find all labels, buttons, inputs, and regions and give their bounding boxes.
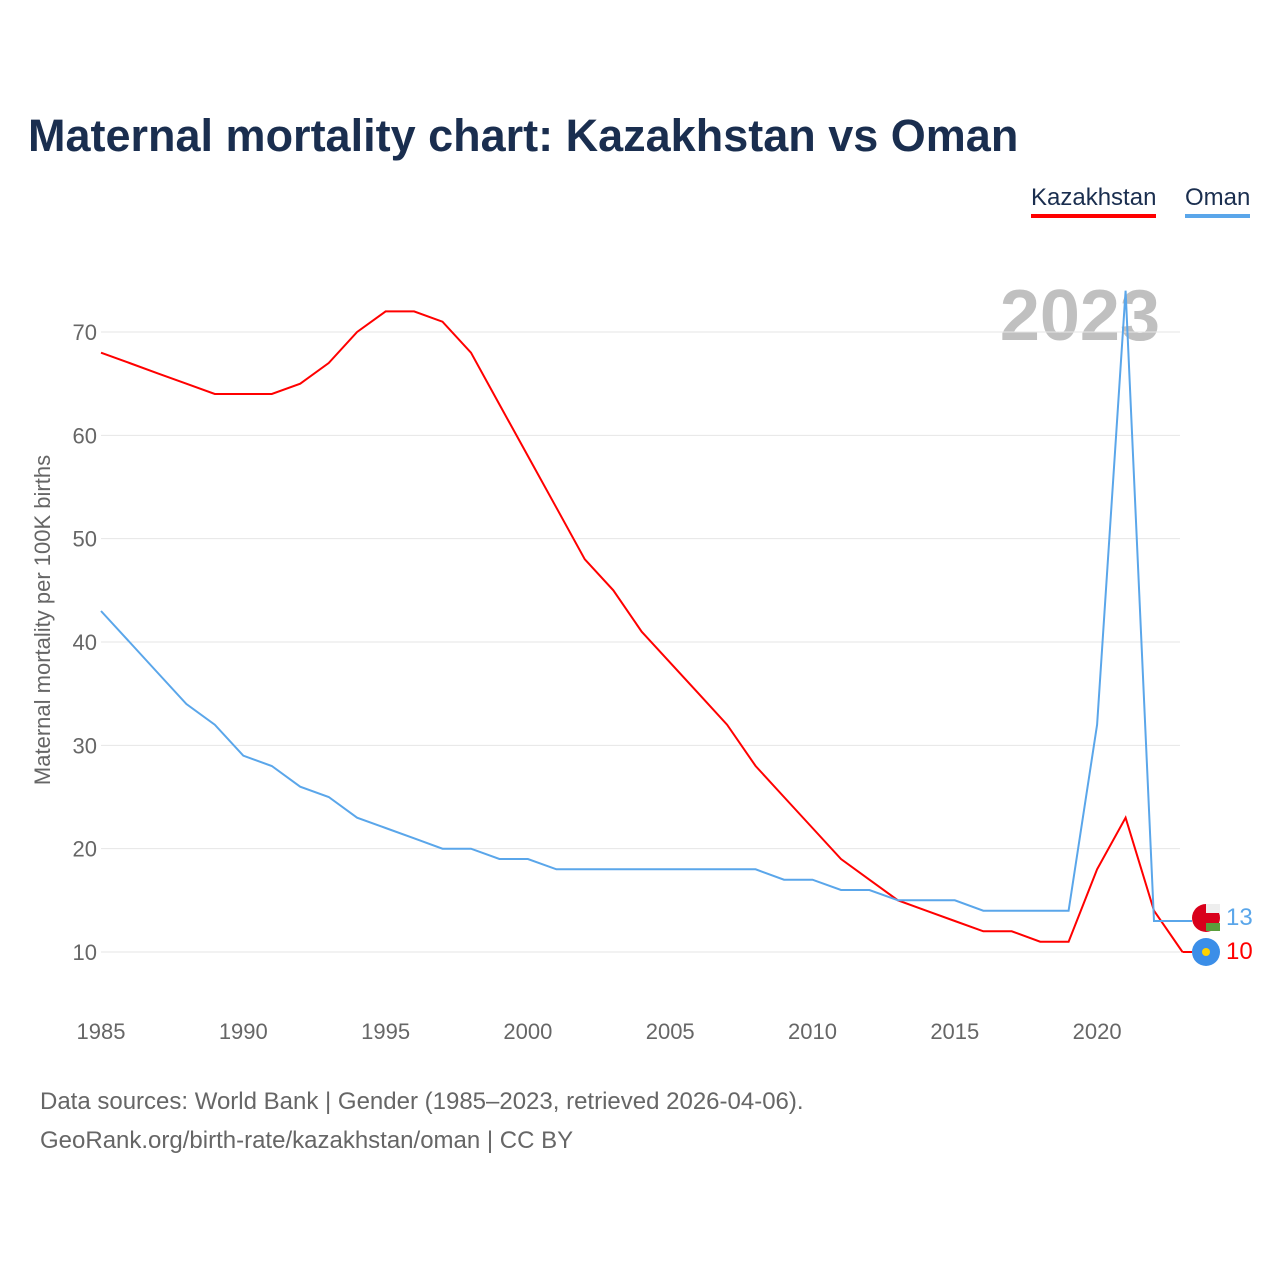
y-tick-label: 60 xyxy=(73,423,97,448)
y-tick-label: 30 xyxy=(73,733,97,758)
flag-stripe xyxy=(1206,923,1220,931)
y-tick-label: 10 xyxy=(73,940,97,965)
y-tick-label: 40 xyxy=(73,630,97,655)
footer-sources: Data sources: World Bank | Gender (1985–… xyxy=(40,1088,804,1115)
y-tick-label: 50 xyxy=(73,527,97,552)
series-line-oman xyxy=(100,290,1183,922)
end-value-label: 13 xyxy=(1226,904,1253,931)
x-tick-label: 2005 xyxy=(646,1019,695,1044)
chart-title: Maternal mortality chart: Kazakhstan vs … xyxy=(28,110,1019,161)
y-tick-label: 70 xyxy=(73,320,97,345)
x-tick-label: 2020 xyxy=(1073,1019,1122,1044)
y-tick-label: 20 xyxy=(73,837,97,862)
legend-kazakhstan[interactable]: Kazakhstan xyxy=(1031,184,1157,218)
year-watermark: 2023 xyxy=(1000,276,1160,356)
end-value-label: 10 xyxy=(1226,938,1253,965)
y-axis-label: Maternal mortality per 100K births xyxy=(30,455,55,785)
x-tick-label: 1995 xyxy=(361,1019,410,1044)
footer-url: GeoRank.org/birth-rate/kazakhstan/oman |… xyxy=(40,1127,574,1154)
x-tick-label: 1985 xyxy=(77,1019,126,1044)
x-tick-label: 2010 xyxy=(788,1019,837,1044)
x-tick-label: 1990 xyxy=(219,1019,268,1044)
flag-stripe xyxy=(1206,904,1220,913)
x-tick-label: 2000 xyxy=(503,1019,552,1044)
legend-oman[interactable]: Oman xyxy=(1185,184,1251,218)
series-line-kazakhstan xyxy=(100,310,1184,953)
x-tick-label: 2015 xyxy=(930,1019,979,1044)
flag-sun xyxy=(1202,948,1210,956)
